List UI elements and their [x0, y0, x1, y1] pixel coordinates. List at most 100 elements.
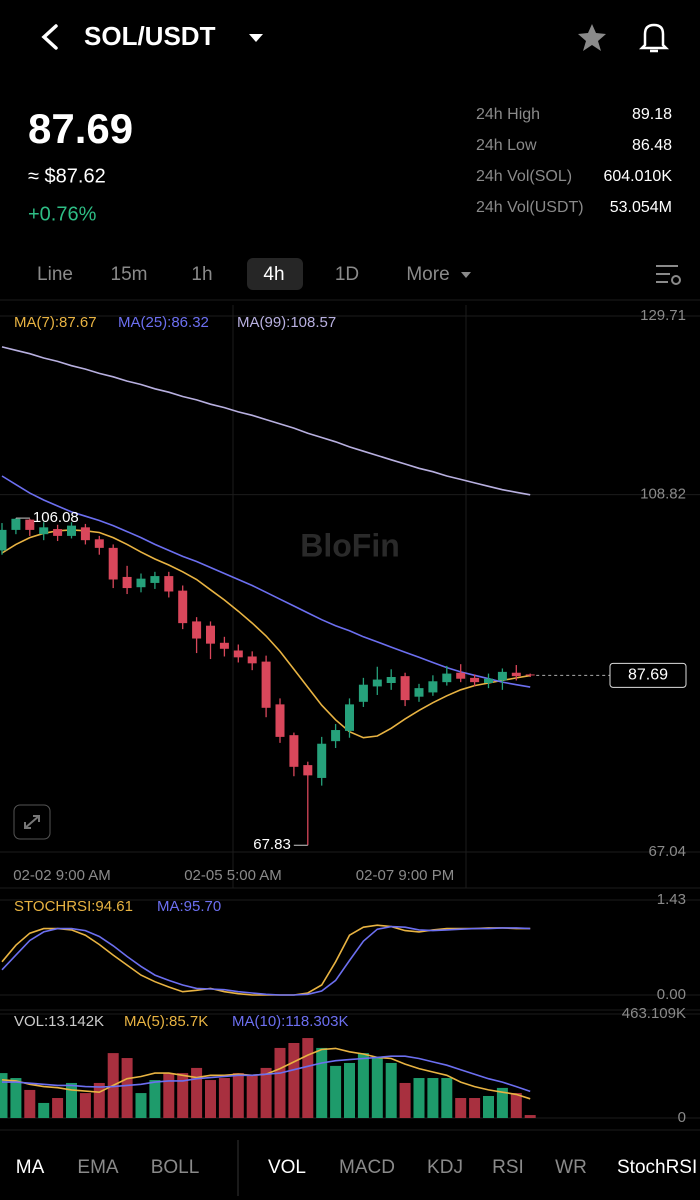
- stat-value: 86.48: [632, 137, 672, 154]
- volume-bar: [510, 1093, 522, 1118]
- y-tick-label: 0: [678, 1109, 686, 1126]
- interval-bar: Line 15m 1h 4h 1D More: [37, 258, 471, 290]
- favorite-star[interactable]: [578, 24, 606, 51]
- volume-bar: [260, 1067, 272, 1118]
- candle-body: [136, 578, 146, 588]
- candle-body: [25, 519, 35, 530]
- more-dropdown: [461, 272, 471, 278]
- interval-tab[interactable]: Line: [37, 264, 73, 285]
- interval-tab[interactable]: More: [406, 264, 449, 285]
- candle-body: [0, 529, 7, 551]
- candle-body: [400, 676, 410, 701]
- alert-bell[interactable]: [638, 23, 670, 53]
- last-price: 87.69: [28, 105, 133, 152]
- volume-bar: [316, 1047, 328, 1118]
- stat-label: 24h Vol(USDT): [476, 199, 584, 216]
- legend-entry: STOCHRSI:94.61: [14, 898, 133, 915]
- x-tick-label: 02-07 9:00 PM: [356, 867, 454, 884]
- legend-entry: MA(10):118.303K: [232, 1013, 348, 1030]
- volume-bar: [455, 1098, 467, 1118]
- x-tick-label: 02-05 5:00 AM: [184, 867, 282, 884]
- volume-bar: [441, 1078, 453, 1118]
- candle-body: [275, 704, 285, 737]
- candle-body: [331, 730, 341, 742]
- pair-dropdown[interactable]: [249, 34, 263, 42]
- candle-body: [442, 673, 452, 683]
- volume-bar: [205, 1080, 216, 1118]
- stat-value: 53.054M: [610, 199, 672, 216]
- volume-bar: [385, 1062, 397, 1118]
- candle-body: [358, 684, 368, 702]
- candle-body: [122, 576, 132, 589]
- volume-bar: [177, 1073, 189, 1118]
- interval-tab[interactable]: 4h: [263, 264, 284, 285]
- volume-bar: [399, 1082, 411, 1118]
- volume-bar: [232, 1073, 244, 1118]
- volume-bar: [66, 1082, 77, 1118]
- indicator-line: [1, 925, 531, 996]
- volume-bar: [496, 1087, 508, 1118]
- back-button[interactable]: [41, 24, 58, 50]
- volume-bar: [246, 1076, 258, 1118]
- y-tick-label: 108.82: [640, 486, 686, 503]
- interval-tab[interactable]: 15m: [111, 264, 148, 285]
- volume-bar: [79, 1093, 91, 1118]
- candle-body: [303, 765, 313, 776]
- candle-body: [484, 678, 493, 683]
- indicator-tab[interactable]: WR: [555, 1157, 587, 1178]
- volume-bar: [191, 1067, 203, 1118]
- legend-entry: MA:95.70: [157, 898, 221, 915]
- volume-bar: [93, 1082, 105, 1118]
- indicator-tab[interactable]: MACD: [339, 1157, 395, 1178]
- indicator-line: [1, 346, 531, 496]
- candle-body: [247, 656, 257, 664]
- indicator-tab[interactable]: BOLL: [151, 1157, 200, 1178]
- interval-active: [247, 258, 303, 290]
- pair-title[interactable]: SOL/USDT: [84, 21, 216, 51]
- x-tick-label: 02-02 9:00 AM: [13, 867, 111, 884]
- volume-bar: [413, 1078, 425, 1118]
- candle-body: [80, 527, 90, 541]
- watermark: BloFin: [300, 527, 400, 563]
- volume-bar: [302, 1038, 314, 1118]
- candle-body: [525, 674, 535, 676]
- last-price-label: 87.69: [628, 667, 668, 684]
- candle-body: [192, 621, 202, 639]
- y-tick-label: 129.71: [640, 307, 686, 324]
- expand-button[interactable]: [13, 804, 51, 840]
- candle-body: [317, 743, 327, 778]
- candle-body: [53, 529, 63, 536]
- indicator-tab[interactable]: StochRSI: [617, 1157, 697, 1178]
- candle-body: [261, 661, 271, 708]
- indicator-tab[interactable]: RSI: [492, 1157, 524, 1178]
- candle-body: [219, 642, 229, 649]
- stats: 24h High 89.18 24h Low 86.48 24h Vol(SOL) 604…: [476, 106, 672, 216]
- candle-body: [470, 677, 480, 683]
- candle-body: [511, 672, 521, 677]
- stat-label: 24h Vol(SOL): [476, 168, 572, 185]
- volume-bar: [38, 1102, 50, 1118]
- candle-body: [386, 677, 396, 683]
- volume-bar: [357, 1053, 369, 1118]
- indicator-tab[interactable]: KDJ: [427, 1157, 463, 1178]
- indicator-tab[interactable]: MA: [16, 1157, 45, 1178]
- candle-body: [289, 735, 299, 767]
- candle-body: [372, 679, 382, 687]
- volume-bar: [163, 1073, 175, 1118]
- candle-body: [67, 525, 76, 536]
- volume-bar: [0, 1073, 8, 1118]
- interval-tab[interactable]: 1D: [335, 264, 359, 285]
- volume-bar: [427, 1078, 439, 1118]
- volume-bar: [218, 1078, 230, 1118]
- candle-body: [206, 625, 215, 644]
- chart-settings[interactable]: [656, 265, 681, 285]
- indicator-tab[interactable]: VOL: [268, 1157, 306, 1178]
- y-tick-label: 0.00: [657, 986, 686, 1003]
- indicator-tab[interactable]: EMA: [77, 1157, 119, 1178]
- volume-bar: [330, 1065, 342, 1118]
- volume-bar: [121, 1058, 133, 1118]
- candle-body: [164, 576, 174, 592]
- interval-tab[interactable]: 1h: [191, 264, 212, 285]
